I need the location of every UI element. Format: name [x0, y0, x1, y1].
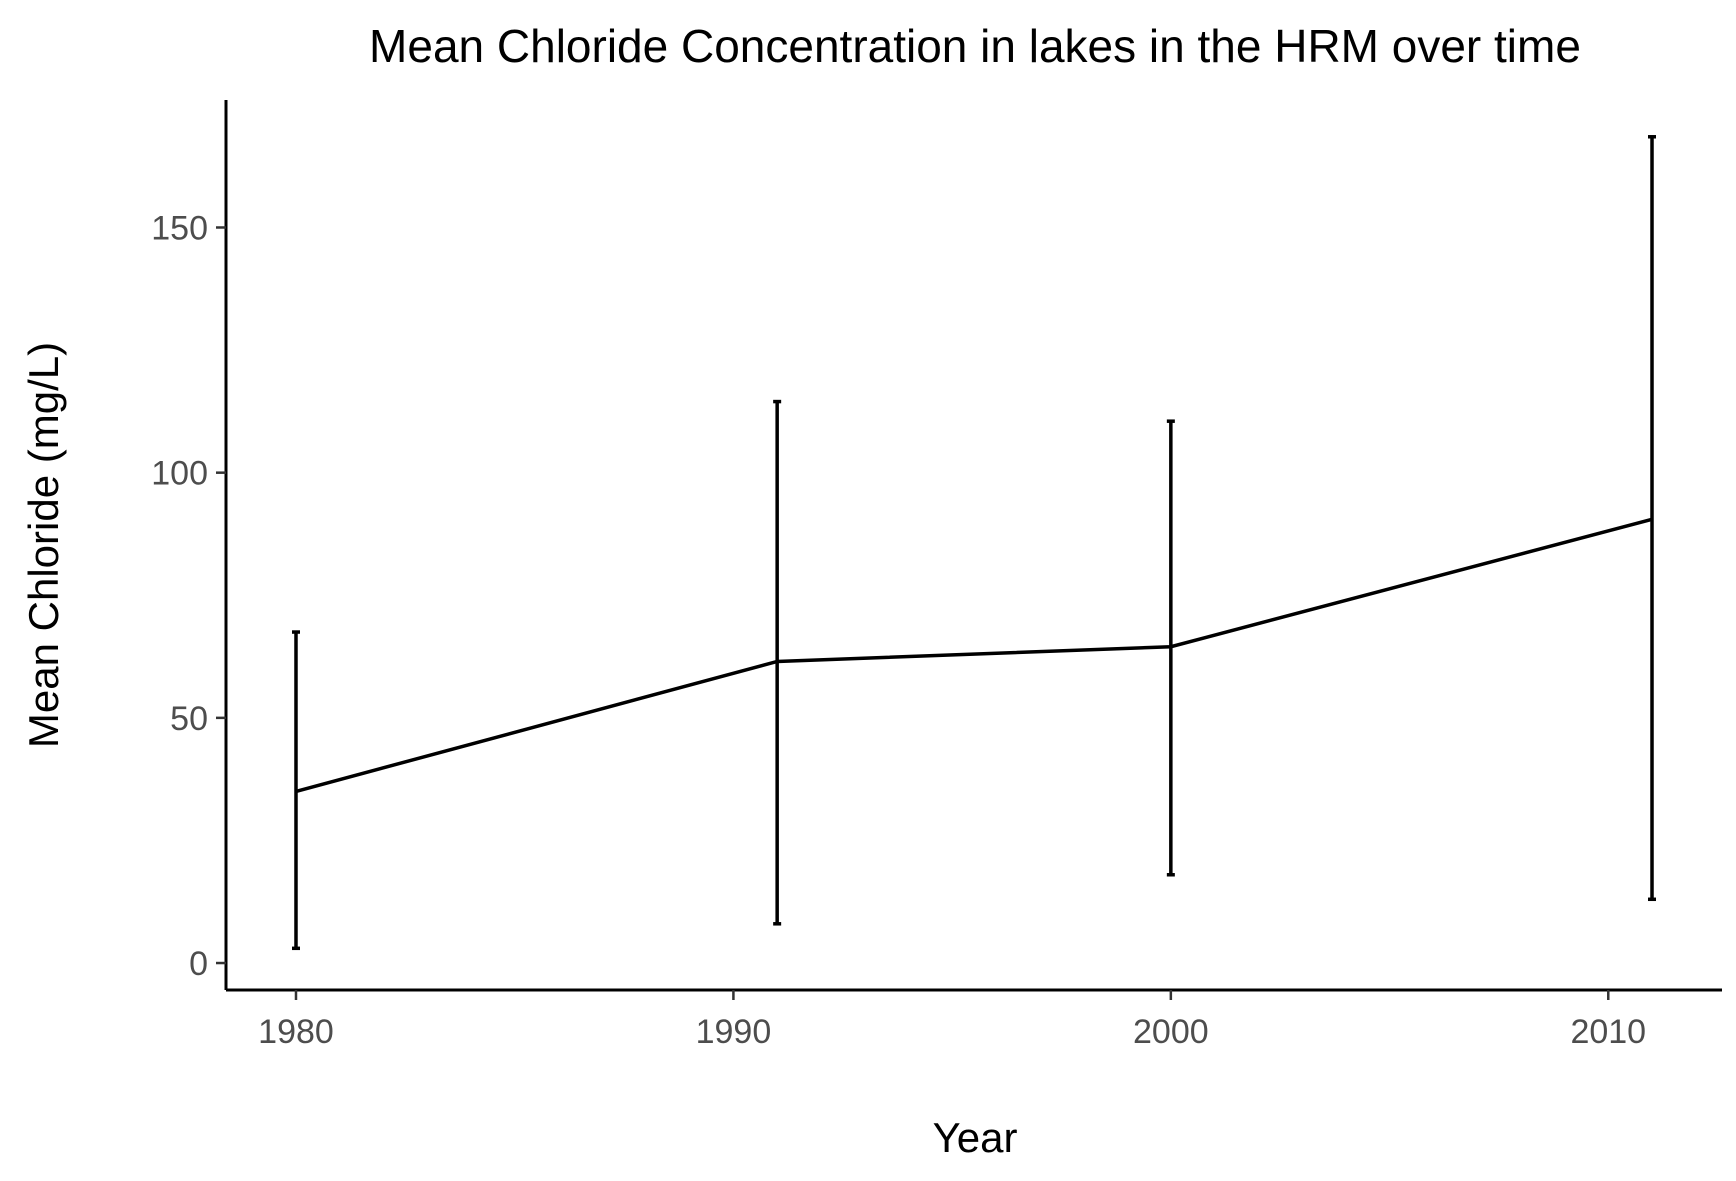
- x-tick-label: 2000: [1133, 1013, 1209, 1051]
- chart-title: Mean Chloride Concentration in lakes in …: [369, 20, 1581, 72]
- plot-area: 0 50 100 150 1980 1990 2000 2010: [151, 100, 1722, 1051]
- mean-chloride-line: [295, 517, 1653, 794]
- x-tick-label: 1980: [258, 1013, 334, 1051]
- y-tick-label: 0: [189, 945, 208, 983]
- x-axis-title: Year: [933, 1114, 1018, 1161]
- y-tick-label: 50: [170, 700, 208, 738]
- y-tick-label: 150: [151, 209, 208, 247]
- y-axis-title: Mean Chloride (mg/L): [20, 342, 67, 748]
- x-tick-label: 2010: [1570, 1013, 1646, 1051]
- y-tick-label: 100: [151, 455, 208, 493]
- x-tick-label: 1990: [696, 1013, 772, 1051]
